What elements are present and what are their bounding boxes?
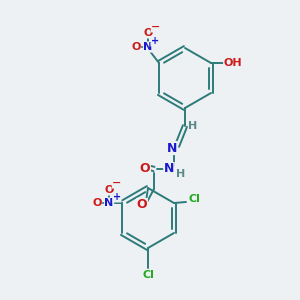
Text: O: O — [143, 28, 153, 38]
Text: N: N — [164, 163, 174, 176]
Text: −: − — [112, 178, 122, 188]
Text: Cl: Cl — [142, 270, 154, 280]
Text: H: H — [188, 121, 198, 131]
Text: O: O — [92, 198, 102, 208]
Text: Cl: Cl — [188, 194, 200, 204]
Text: O: O — [104, 185, 114, 195]
Text: +: + — [113, 192, 121, 202]
Text: N: N — [167, 142, 177, 154]
Text: H: H — [176, 169, 186, 179]
Text: O: O — [140, 161, 150, 175]
Text: O: O — [131, 42, 141, 52]
Text: −: − — [151, 22, 161, 32]
Text: OH: OH — [224, 58, 242, 68]
Text: +: + — [151, 36, 159, 46]
Text: O: O — [137, 199, 147, 212]
Text: N: N — [104, 198, 114, 208]
Text: N: N — [143, 42, 153, 52]
